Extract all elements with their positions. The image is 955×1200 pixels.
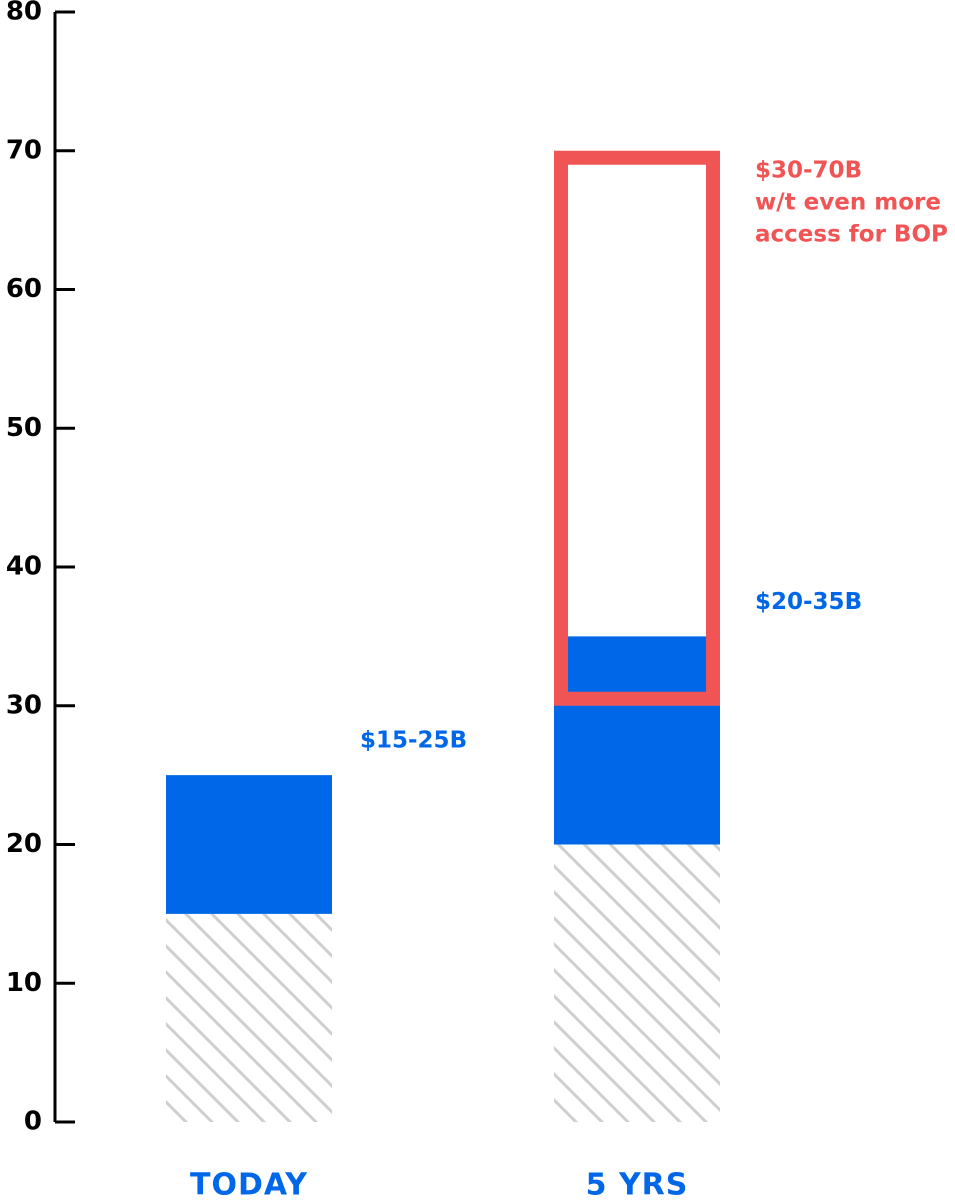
- y-tick-label: 30: [6, 690, 42, 720]
- value-label: w/t even more: [755, 189, 941, 215]
- value-label: $20-35B: [755, 589, 862, 615]
- y-tick-label: 60: [6, 274, 42, 304]
- y-tick-label: 50: [6, 413, 42, 443]
- x-tick-label: TODAY: [190, 1168, 308, 1200]
- base-hatch: [166, 913, 332, 1122]
- value-label: $30-70B: [755, 157, 862, 183]
- y-tick-label: 70: [6, 135, 42, 165]
- value-label: $15-25B: [360, 728, 467, 754]
- base-hatch: [554, 844, 720, 1122]
- x-tick-label: 5 YRS: [586, 1168, 689, 1200]
- y-tick-label: 80: [6, 0, 42, 27]
- range-bar: [166, 775, 332, 914]
- range-outline: [554, 150, 720, 706]
- y-tick-label: 20: [6, 829, 42, 859]
- y-tick-label: 0: [24, 1107, 42, 1137]
- value-label: access for BOP: [755, 221, 948, 247]
- y-tick-label: 40: [6, 552, 42, 582]
- y-tick-label: 10: [6, 968, 42, 998]
- range-bar: [554, 636, 720, 845]
